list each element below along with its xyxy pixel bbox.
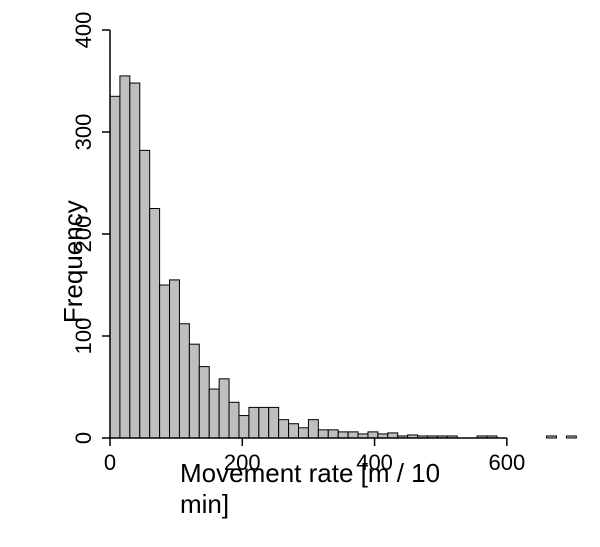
- histogram-bar: [259, 407, 269, 438]
- histogram-bar: [160, 285, 170, 438]
- histogram-bar: [348, 432, 358, 438]
- histogram-bar: [140, 150, 150, 438]
- y-tick-label: 0: [71, 432, 96, 444]
- histogram-bar: [328, 430, 338, 438]
- y-axis-label: Frequency: [58, 200, 89, 323]
- histogram-bar: [566, 436, 576, 438]
- histogram-bar: [120, 76, 130, 438]
- histogram-bar: [110, 96, 120, 438]
- y-tick-label: 400: [71, 12, 96, 49]
- histogram-bar: [179, 324, 189, 438]
- histogram-bar: [209, 389, 219, 438]
- histogram-bar: [547, 436, 557, 438]
- y-tick-label: 300: [71, 114, 96, 151]
- histogram-bar: [219, 379, 229, 438]
- x-tick-label: 600: [488, 450, 525, 475]
- histogram-bar: [269, 407, 279, 438]
- histogram-bar: [318, 430, 328, 438]
- histogram-bar: [150, 209, 160, 439]
- histogram-bar: [239, 416, 249, 438]
- histogram-bar: [308, 420, 318, 438]
- histogram-bar: [289, 424, 299, 438]
- y-tick-label: 100: [71, 318, 96, 355]
- histogram-chart: Frequency Movement rate [m / 10 min] 020…: [0, 0, 600, 542]
- histogram-bar: [130, 83, 140, 438]
- histogram-bar: [368, 432, 378, 438]
- histogram-bar: [249, 407, 259, 438]
- histogram-bar: [388, 433, 398, 438]
- histogram-bar: [279, 420, 289, 438]
- histogram-bar: [189, 344, 199, 438]
- histogram-bar: [199, 367, 209, 438]
- histogram-bar: [229, 402, 239, 438]
- x-tick-label: 0: [104, 450, 116, 475]
- histogram-bar: [338, 432, 348, 438]
- histogram-bar: [299, 428, 309, 438]
- histogram-bar: [170, 280, 180, 438]
- x-axis-label: Movement rate [m / 10 min]: [180, 458, 480, 520]
